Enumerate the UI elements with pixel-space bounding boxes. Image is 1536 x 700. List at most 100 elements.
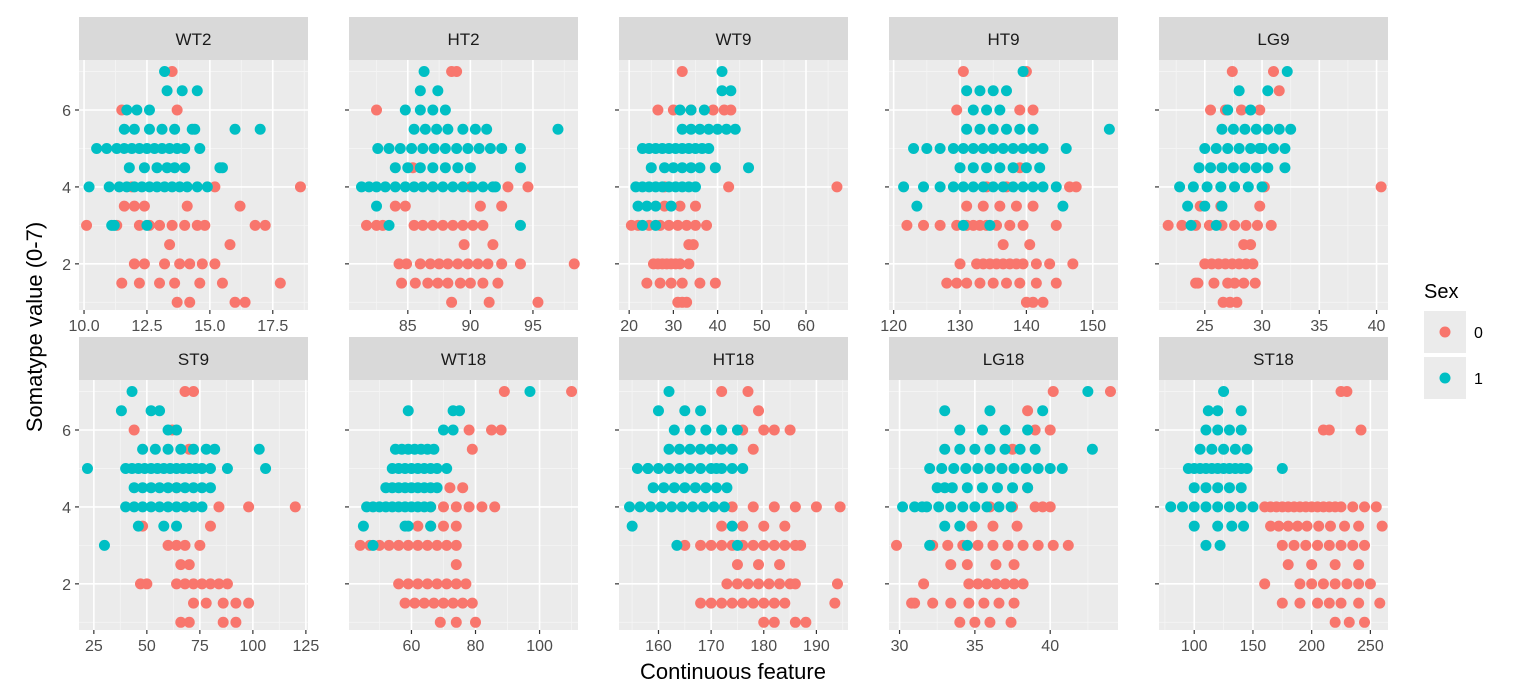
point-sex-0 — [162, 539, 174, 551]
point-sex-1 — [1057, 200, 1069, 212]
point-sex-0 — [768, 501, 780, 513]
point-sex-0 — [768, 597, 780, 609]
y-tick-label: 6 — [62, 423, 71, 440]
point-sex-0 — [514, 258, 526, 270]
point-sex-1 — [984, 219, 996, 231]
point-sex-0 — [175, 616, 187, 628]
point-sex-1 — [1017, 142, 1029, 154]
point-sex-0 — [951, 104, 963, 116]
point-sex-0 — [412, 539, 424, 551]
point-sex-0 — [978, 597, 990, 609]
point-sex-1 — [939, 482, 951, 494]
x-tick-label: 10.0 — [68, 318, 99, 335]
x-tick-label: 150 — [1240, 638, 1267, 655]
point-sex-0 — [492, 277, 504, 289]
x-tick-label: 150 — [1079, 318, 1106, 335]
point-sex-0 — [191, 219, 203, 231]
point-sex-0 — [723, 181, 735, 193]
point-sex-0 — [154, 219, 166, 231]
legend-entry: 1 — [1424, 357, 1483, 399]
point-sex-1 — [1245, 142, 1257, 154]
point-sex-0 — [1347, 501, 1359, 513]
point-sex-0 — [829, 597, 841, 609]
point-sex-0 — [1022, 405, 1034, 417]
point-sex-0 — [1364, 578, 1376, 590]
point-sex-0 — [181, 200, 193, 212]
point-sex-0 — [427, 219, 439, 231]
point-sex-1 — [947, 181, 959, 193]
point-sex-0 — [138, 258, 150, 270]
point-sex-0 — [188, 386, 199, 398]
point-sex-1 — [655, 501, 667, 513]
point-sex-0 — [230, 616, 242, 628]
point-sex-1 — [645, 162, 657, 174]
x-tick-label: 125 — [293, 638, 320, 655]
point-sex-0 — [1004, 219, 1016, 231]
point-sex-1 — [1020, 162, 1032, 174]
point-sex-0 — [175, 559, 187, 571]
point-sex-1 — [204, 482, 216, 494]
point-sex-0 — [474, 200, 486, 212]
point-sex-0 — [961, 277, 973, 289]
legend-label-1: 1 — [1474, 371, 1483, 388]
point-sex-0 — [1050, 277, 1062, 289]
point-sex-1 — [414, 85, 426, 97]
point-sex-1 — [171, 501, 183, 513]
point-sex-1 — [911, 200, 923, 212]
point-sex-1 — [658, 482, 670, 494]
point-sex-0 — [954, 258, 966, 270]
point-sex-0 — [450, 616, 462, 628]
point-sex-1 — [695, 443, 707, 455]
point-sex-1 — [969, 443, 981, 455]
facet-strip-label: WT2 — [176, 30, 212, 49]
point-sex-0 — [1323, 539, 1335, 551]
point-sex-1 — [1206, 443, 1218, 455]
point-sex-0 — [1329, 578, 1341, 590]
point-sex-1 — [469, 123, 481, 135]
point-sex-1 — [1216, 162, 1228, 174]
point-sex-0 — [437, 501, 449, 513]
facet-strip-label: HT18 — [713, 350, 755, 369]
point-sex-0 — [417, 219, 429, 231]
point-sex-1 — [1212, 424, 1224, 436]
point-sex-1 — [650, 219, 662, 231]
point-sex-0 — [1355, 424, 1367, 436]
point-sex-0 — [1265, 520, 1277, 532]
point-sex-0 — [234, 200, 246, 212]
point-sex-1 — [721, 482, 733, 494]
facet-strip-label: ST9 — [178, 350, 209, 369]
point-sex-0 — [918, 219, 930, 231]
point-sex-0 — [171, 104, 183, 116]
point-sex-1 — [169, 162, 181, 174]
point-sex-1 — [936, 462, 948, 474]
point-sex-0 — [961, 559, 973, 571]
point-sex-0 — [1030, 277, 1042, 289]
point-sex-1 — [703, 123, 715, 135]
point-sex-1 — [994, 104, 1006, 116]
x-tick-label: 40 — [1041, 638, 1059, 655]
x-tick-label: 130 — [947, 318, 974, 335]
point-sex-1 — [171, 424, 183, 436]
facet-strip — [349, 17, 578, 60]
point-sex-1 — [427, 181, 439, 193]
point-sex-1 — [159, 66, 171, 78]
point-sex-1 — [641, 200, 653, 212]
point-sex-0 — [1047, 386, 1059, 398]
point-sex-0 — [901, 219, 913, 231]
point-sex-1 — [162, 501, 174, 513]
point-sex-0 — [532, 296, 544, 308]
point-sex-1 — [514, 162, 526, 174]
point-sex-1 — [947, 142, 959, 154]
point-sex-0 — [477, 277, 489, 289]
point-sex-1 — [425, 520, 437, 532]
point-sex-0 — [1007, 443, 1019, 455]
point-sex-1 — [659, 162, 671, 174]
point-sex-0 — [1162, 219, 1174, 231]
x-tick-label: 190 — [803, 638, 830, 655]
point-sex-1 — [439, 162, 451, 174]
point-sex-1 — [1241, 443, 1253, 455]
point-sex-1 — [209, 443, 221, 455]
point-sex-1 — [1212, 520, 1224, 532]
point-sex-1 — [666, 501, 678, 513]
point-sex-1 — [957, 142, 969, 154]
